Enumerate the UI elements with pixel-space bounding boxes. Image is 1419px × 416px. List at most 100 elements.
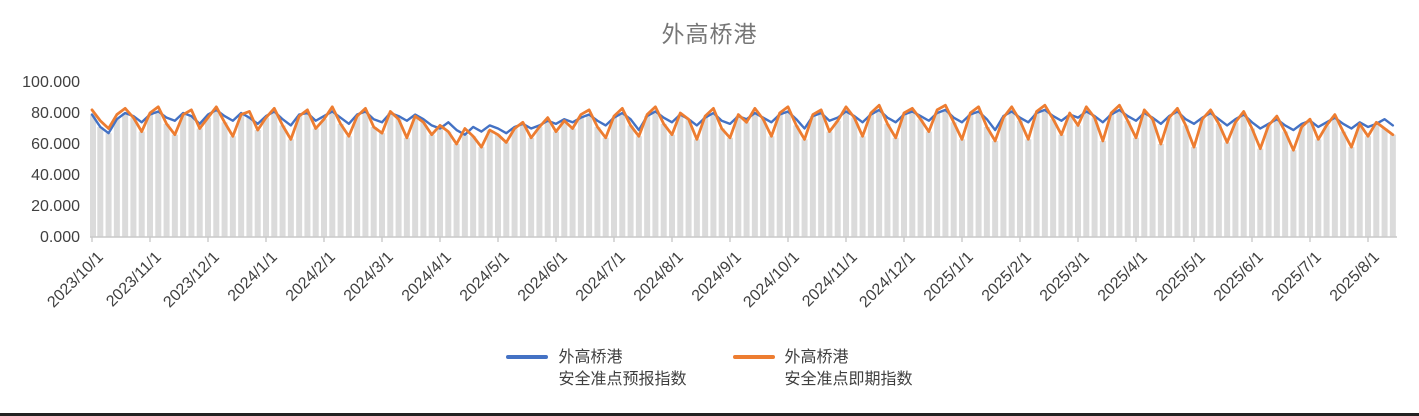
drop-bar <box>188 116 195 237</box>
bottom-border <box>0 413 1419 416</box>
drop-bar <box>1058 134 1065 237</box>
x-tick-label: 2023/11/1 <box>103 249 165 311</box>
drop-bar <box>1365 136 1371 237</box>
drop-bar <box>818 113 825 237</box>
legend-label-forecast: 外高桥港 安全准点预报指数 <box>558 349 687 388</box>
drop-bar <box>635 136 642 237</box>
drop-bar <box>1174 111 1181 237</box>
y-tick-label: 60.000 <box>31 136 80 153</box>
drop-bar <box>586 114 593 237</box>
drop-bar <box>975 111 982 237</box>
x-tick-label: 2024/12/1 <box>856 249 918 311</box>
drop-bar <box>1389 134 1396 237</box>
drop-bar <box>1017 120 1023 237</box>
drop-bar <box>677 114 684 237</box>
drop-bar <box>577 117 584 237</box>
drop-bar <box>1025 139 1032 237</box>
drop-bar <box>229 136 236 237</box>
drop-bar <box>97 126 104 237</box>
drop-bar <box>843 111 849 237</box>
x-tick-label: 2025/7/1 <box>1269 249 1325 305</box>
drop-bar <box>851 117 858 237</box>
x-tick-label: 2025/1/1 <box>921 249 977 305</box>
x-tick-label: 2024/8/1 <box>631 249 687 305</box>
drop-bar <box>519 123 526 237</box>
drop-bar <box>1199 119 1206 237</box>
drop-bar <box>884 123 891 237</box>
drop-bar <box>345 136 352 237</box>
legend-line-swatch-forecast <box>506 355 549 359</box>
y-tick-label: 100.000 <box>22 74 80 91</box>
drop-bar <box>892 137 899 237</box>
x-tick-label: 2025/5/1 <box>1153 249 1209 305</box>
drop-bar <box>1323 125 1330 237</box>
y-tick-label: 80.000 <box>31 105 80 122</box>
y-tick-label: 40.000 <box>31 167 80 184</box>
legend-item-spot: 外高桥港 安全准点即期指数 <box>732 347 913 391</box>
drop-bar <box>329 111 336 237</box>
drop-bar <box>917 119 924 237</box>
drop-bar <box>354 116 361 237</box>
x-tick-label: 2024/4/1 <box>399 249 455 305</box>
y-tick-label: 0.000 <box>40 229 80 246</box>
drop-bar <box>420 122 427 237</box>
drop-bar <box>113 119 120 237</box>
drop-bar <box>461 134 468 237</box>
drop-bar <box>279 125 286 237</box>
drop-bar <box>1315 139 1322 237</box>
drop-bar <box>238 114 245 237</box>
drop-bar <box>942 109 949 237</box>
legend-line-swatch-spot <box>732 355 775 359</box>
drop-bar <box>221 122 228 237</box>
x-tick-label: 2023/10/1 <box>44 249 106 311</box>
drop-bar <box>751 113 758 237</box>
drop-bar <box>1249 128 1255 237</box>
drop-bar <box>147 114 153 237</box>
legend-label-spot: 外高桥港 安全准点即期指数 <box>784 349 913 388</box>
drop-bar <box>1166 117 1173 237</box>
drop-bar <box>321 119 327 237</box>
drop-bar <box>171 134 178 237</box>
drop-bar <box>793 125 800 237</box>
drop-bar <box>809 116 816 237</box>
drop-bar <box>163 123 170 237</box>
drop-bar <box>337 123 344 237</box>
drop-bar <box>1008 111 1015 237</box>
x-tick-label: 2024/9/1 <box>689 249 745 305</box>
drop-bar <box>138 131 145 237</box>
drop-bar <box>495 134 501 237</box>
drop-bar <box>1083 111 1090 237</box>
drop-bar <box>627 125 634 237</box>
drop-bar <box>1157 144 1164 237</box>
drop-bar <box>312 128 319 237</box>
drop-bar <box>1141 113 1148 237</box>
drop-bar <box>727 137 733 237</box>
drop-bar <box>1265 125 1272 237</box>
drop-bar <box>196 128 203 237</box>
drop-bar <box>130 117 137 237</box>
drop-bar <box>710 113 717 237</box>
drop-bar <box>1108 114 1115 237</box>
drop-bar <box>909 111 916 237</box>
drop-bar <box>503 142 510 237</box>
drop-bar <box>934 113 941 237</box>
drop-bar <box>983 126 990 237</box>
drop-bar <box>528 137 535 237</box>
drop-bar <box>553 131 559 237</box>
drop-bar <box>1282 131 1289 237</box>
drop-bar <box>304 113 311 237</box>
drop-bar <box>652 111 659 237</box>
drop-bar <box>122 113 129 237</box>
drop-bar <box>1373 123 1380 237</box>
drop-bar <box>1257 148 1264 237</box>
series-line-1 <box>90 103 1395 152</box>
drop-bar <box>826 131 833 237</box>
drop-bar <box>735 116 742 237</box>
x-tick-label: 2025/4/1 <box>1095 249 1151 305</box>
drop-bar <box>876 109 883 237</box>
drop-bar <box>1307 120 1313 237</box>
drop-bar <box>246 117 253 237</box>
drop-bar <box>660 123 667 237</box>
drop-bar <box>379 133 385 237</box>
